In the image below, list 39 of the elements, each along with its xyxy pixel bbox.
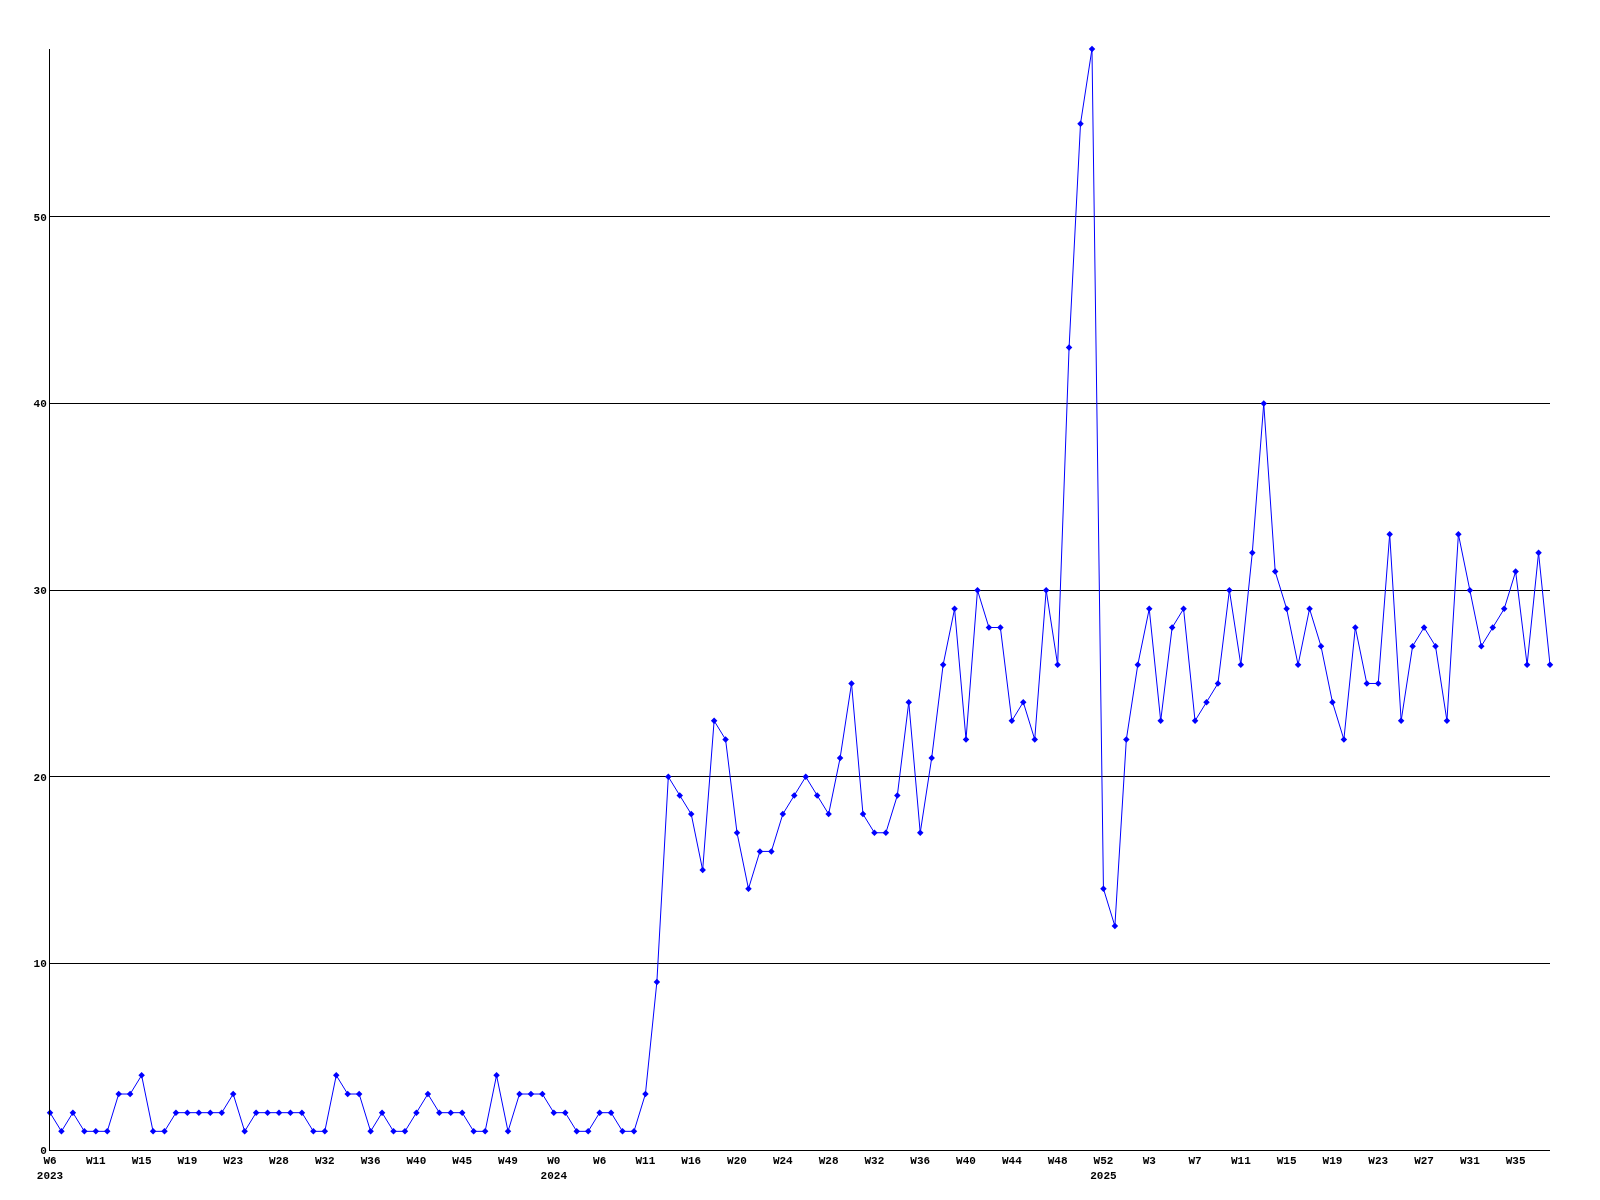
x-tick-label: W11	[85, 1155, 107, 1168]
x-tick-label: W44	[1001, 1155, 1023, 1168]
x-tick-label: W16	[681, 1155, 702, 1168]
x-tick-label: W27	[1414, 1155, 1434, 1168]
x-tick-label: W23	[1368, 1155, 1389, 1168]
x-tick-label: W31	[1459, 1155, 1481, 1168]
x-tick-label: W23	[223, 1155, 244, 1168]
y-tick-label: 0	[40, 1144, 47, 1157]
x-tick-label: W6 2023	[36, 1155, 64, 1182]
x-tick-label: W19	[1322, 1155, 1343, 1168]
x-tick-label: W11	[1230, 1155, 1252, 1168]
x-tick-label: W15	[1276, 1155, 1297, 1168]
y-tick-label: 20	[33, 771, 47, 784]
y-tick-label: 40	[33, 398, 47, 411]
x-tick-label: W7	[1188, 1155, 1202, 1168]
x-tick-label: W52 2025	[1090, 1155, 1118, 1182]
y-tick-label: 10	[33, 958, 47, 971]
x-tick-label: W19	[177, 1155, 198, 1168]
x-tick-label: W28	[269, 1155, 290, 1168]
x-tick-label: W40	[406, 1155, 427, 1168]
x-tick-label: W45	[452, 1155, 473, 1168]
x-tick-label: W20	[727, 1155, 747, 1168]
x-tick-label: W36	[910, 1155, 931, 1168]
x-tick-label: W36	[360, 1155, 381, 1168]
x-tick-label: W32	[864, 1155, 885, 1168]
x-tick-label: W49	[498, 1155, 518, 1168]
y-tick-label: 50	[33, 211, 47, 224]
x-tick-label: W15	[131, 1155, 152, 1168]
x-tick-label: W40	[956, 1155, 976, 1168]
x-tick-label: W6	[593, 1155, 607, 1168]
y-tick-label: 30	[33, 585, 47, 598]
x-tick-label: W0 2024	[540, 1155, 568, 1182]
x-tick-label: W48	[1047, 1155, 1068, 1168]
x-tick-label: W11	[635, 1155, 656, 1168]
x-tick-label: W32	[314, 1155, 335, 1168]
x-tick-label: W24	[772, 1155, 794, 1168]
x-tick-label: W3	[1142, 1155, 1157, 1168]
x-tick-label: W28	[818, 1155, 839, 1168]
x-tick-label: W35	[1505, 1155, 1526, 1168]
